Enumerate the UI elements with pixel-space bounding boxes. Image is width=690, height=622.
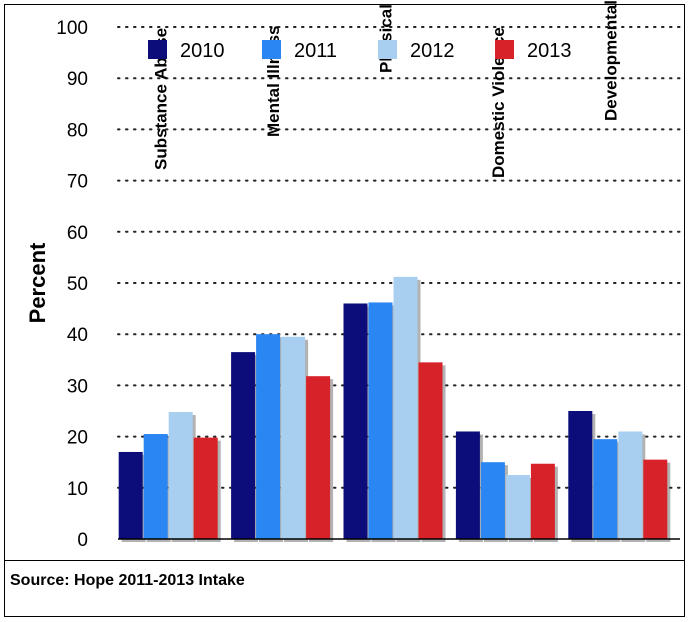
category-label: Substance Abuse [152,28,171,170]
bar [368,302,393,539]
y-axis-label: Percent [25,242,50,323]
y-tick-label: 70 [67,172,88,193]
y-tick-label: 90 [67,69,88,90]
bar [193,437,218,539]
legend: 2010 2011 2012 2013 [148,40,572,62]
bar [455,431,480,539]
legend-swatch [262,40,281,59]
legend-swatch [378,40,397,59]
y-tick-label: 20 [67,428,88,449]
bar [118,451,143,539]
y-tick-label: 40 [67,325,88,346]
y-tick-label: 10 [67,479,88,500]
category-label: Physical Disability [377,0,396,73]
y-tick-label: 30 [67,376,88,397]
category-label: Developmental Disability [601,0,620,121]
bar [281,336,306,539]
y-tick-label: 80 [67,120,88,141]
legend-swatch [148,40,167,59]
source-note: Source: Hope 2011-2013 Intake [10,572,245,589]
y-tick-label: 50 [67,274,88,295]
bar [418,362,443,539]
bar [393,276,418,539]
y-tick-label: 60 [67,223,88,244]
legend-label: 2013 [527,40,572,62]
bar [480,462,505,539]
legend-label: 2010 [180,40,225,62]
y-tick-labels: 0 10 20 30 40 50 60 70 80 90 100 [56,18,88,551]
y-tick-label: 0 [77,530,88,551]
legend-label: 2011 [294,40,337,62]
bar [618,431,643,539]
bar [168,412,193,539]
bar [231,352,256,539]
category-label: Domestic Violence [489,27,508,178]
y-tick-label: 100 [56,18,88,39]
bar [306,376,331,539]
bar [593,439,618,539]
bar [256,334,281,539]
bar [530,463,555,539]
bars [118,276,671,542]
bar [143,434,168,539]
bar [643,459,668,539]
bar [568,411,593,539]
bar [343,303,368,539]
legend-swatch [495,40,514,59]
bar [505,475,530,539]
source-divider [4,560,685,561]
legend-label: 2012 [410,40,455,62]
